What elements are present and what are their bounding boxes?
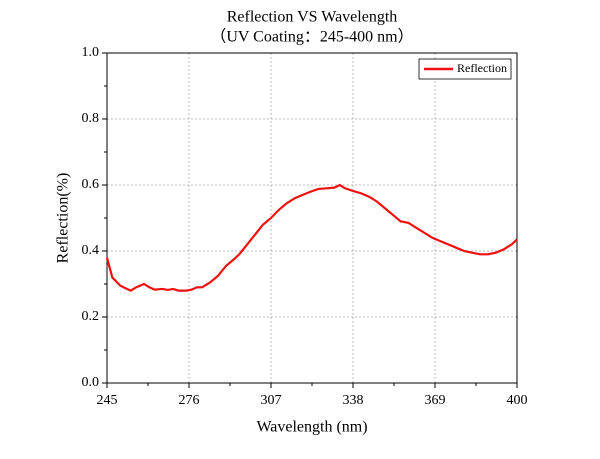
y-tick-label: 0.0 (82, 375, 100, 390)
chart-subtitle: （UV Coating：245-400 nm） (210, 28, 413, 46)
chart-title: Reflection VS Wavelength (227, 9, 398, 26)
y-tick-label: 0.6 (82, 177, 100, 192)
y-tick-label: 0.2 (82, 309, 100, 324)
plot-frame (106, 52, 518, 384)
data-line (105, 183, 518, 292)
x-tick-label: 276 (179, 393, 200, 408)
y-tick-label: 0.8 (82, 111, 100, 126)
y-tick-label: 1.0 (82, 45, 100, 60)
legend-label: Reflection (457, 61, 507, 75)
y-axis-label: Reflection(%) (55, 173, 72, 264)
y-tick-label: 0.4 (82, 243, 100, 258)
x-tick-label: 245 (97, 393, 118, 408)
x-tick-label: 307 (261, 393, 282, 408)
x-tick-label: 400 (507, 393, 528, 408)
x-tick-label: 369 (425, 393, 446, 408)
x-axis-label: Wavelength (nm) (256, 419, 367, 436)
x-tick-label: 338 (343, 393, 364, 408)
legend-box (418, 58, 512, 80)
